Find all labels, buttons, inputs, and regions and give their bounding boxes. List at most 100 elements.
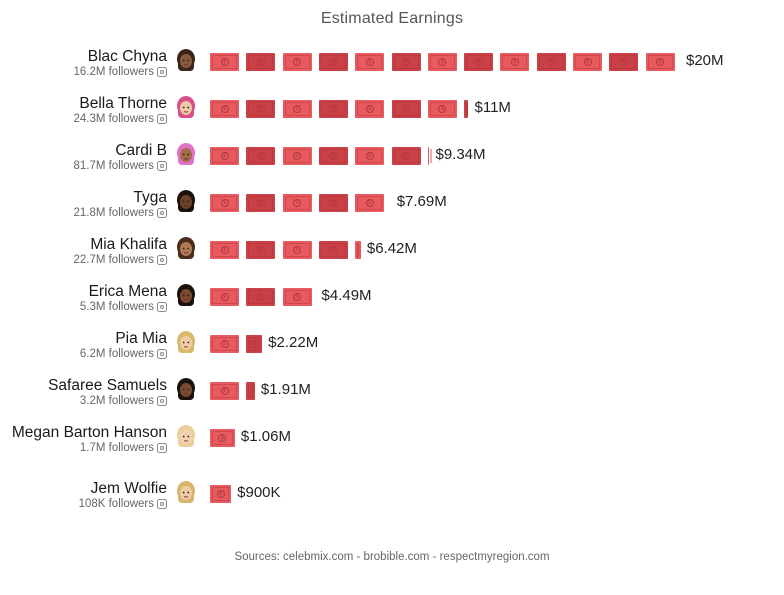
emoji-avatar-blonde-icon [177,331,195,353]
money-bill-icon [427,147,432,165]
earnings-bar: $ $ $ $ [210,241,361,259]
emoji-avatar-blonde-icon [177,481,195,503]
bar-row: Megan Barton Hanson 1.7M followers $ $1.06M [0,424,784,464]
money-bill-icon: $ [318,53,348,71]
followers-text: 81.7M followers [73,160,154,172]
emoji-avatar-man-dark-icon [177,190,195,212]
emoji-avatar-man-beard-icon [177,378,195,400]
bar-row: Cardi B 81.7M followers $ $ $ $ $ $ $9.34M [0,142,784,182]
money-bill-icon: $ [318,147,348,165]
money-bill-icon: $ [210,288,239,306]
instagram-icon [157,67,167,77]
followers-text: 22.7M followers [73,254,154,266]
category-label: Mia Khalifa [90,236,167,253]
value-label: $9.34M [435,146,486,163]
bar-row: Tyga 21.8M followers $ $ $ $ $ $7.69M [0,189,784,229]
bar-row: Mia Khalifa 22.7M followers $ $ $ $ $6.42M [0,236,784,276]
value-label: $7.69M [396,193,447,210]
money-bill-icon: $ [609,53,639,71]
instagram-icon [157,443,167,453]
followers-text: 5.3M followers [79,301,154,313]
followers-count: 21.8M followers [73,207,167,219]
money-bill-icon: $ [427,100,457,118]
money-bill-icon: $ [500,53,530,71]
category-label: Tyga [133,189,167,206]
value-label: $1.91M [260,381,311,398]
money-bill-icon: $ [355,100,385,118]
money-bill-icon: $ [246,100,276,118]
category-label: Erica Mena [88,283,167,300]
money-bill-icon: $ [210,241,239,259]
money-bill-icon: $ [210,485,232,503]
emoji-avatar-blonde-light-icon [177,425,195,447]
money-bill-icon: $ [282,147,312,165]
instagram-icon [157,208,167,218]
money-bill-icon: $ [318,194,348,212]
money-bill-icon [355,241,361,259]
money-bill-icon [464,100,469,118]
instagram-icon [157,161,167,171]
money-bill-icon: $ [246,241,276,259]
money-bill-icon: $ [355,53,385,71]
followers-count: 1.7M followers [80,442,167,454]
money-bill-icon: $ [391,100,421,118]
bar-row: Erica Mena 5.3M followers $ $ $ $4.49M [0,283,784,323]
money-bill-icon: $ [573,53,602,71]
earnings-bar: $ [210,485,232,503]
category-label: Blac Chyna [87,48,167,65]
earnings-bar: $ $ $ $ $ $ $ [210,100,469,118]
earnings-bar: $ $ [210,335,263,353]
value-label: $900K [237,484,281,501]
earnings-bar: $ $ $ [210,288,316,306]
money-bill-icon: $ [318,100,348,118]
money-bill-icon: $ [318,241,348,259]
chart-title: Estimated Earnings [320,10,464,27]
money-bill-icon: $ [246,335,263,353]
bar-row: Jem Wolfie 108K followers $ $900K [0,480,784,520]
money-bill-icon [246,382,255,400]
category-label: Jem Wolfie [90,480,167,497]
instagram-icon [157,255,167,265]
money-bill-icon: $ [282,241,312,259]
money-bill-icon: $ [210,429,235,447]
sources-footnote: Sources: celebmix.com - brobible.com - r… [234,551,550,563]
instagram-icon [157,349,167,359]
followers-text: 6.2M followers [79,348,154,360]
money-bill-icon: $ [282,53,312,71]
earnings-bar: $ $ $ $ $ [210,194,391,212]
money-bill-icon: $ [355,147,385,165]
followers-count: 16.2M followers [73,66,167,78]
followers-count: 6.2M followers [80,348,167,360]
followers-text: 108K followers [78,498,154,510]
followers-text: 1.7M followers [79,442,154,454]
instagram-icon [157,396,167,406]
money-bill-icon: $ [282,100,312,118]
money-bill-icon: $ [282,288,312,306]
money-bill-icon: $ [246,147,276,165]
money-bill-icon: $ [210,53,239,71]
value-label: $1.06M [240,428,291,445]
money-bill-icon: $ [282,194,312,212]
category-label: Cardi B [115,142,167,159]
bar-row: Bella Thorne 24.3M followers $ $ $ $ $ $ $ $11M [0,95,784,135]
bar-row: Safaree Samuels 3.2M followers $ $1.91M [0,377,784,417]
emoji-avatar-pink-hair-icon [177,96,195,118]
emoji-avatar-pink-braids-icon [177,143,195,165]
followers-count: 22.7M followers [73,254,167,266]
followers-count: 3.2M followers [80,395,167,407]
emoji-avatar-woman-brown-icon [177,237,195,259]
money-bill-icon: $ [536,53,566,71]
followers-text: 16.2M followers [73,66,154,78]
earnings-bar: $ [210,382,255,400]
instagram-icon [157,302,167,312]
money-bill-icon: $ [246,53,276,71]
category-label: Bella Thorne [79,95,167,112]
money-bill-icon: $ [645,53,675,71]
bar-row: Pia Mia 6.2M followers $ $ $2.22M [0,330,784,370]
money-bill-icon: $ [210,147,239,165]
money-bill-icon: $ [210,335,239,353]
value-label: $6.42M [366,240,417,257]
followers-text: 3.2M followers [79,395,154,407]
money-bill-icon: $ [427,53,457,71]
money-bill-icon: $ [391,53,421,71]
